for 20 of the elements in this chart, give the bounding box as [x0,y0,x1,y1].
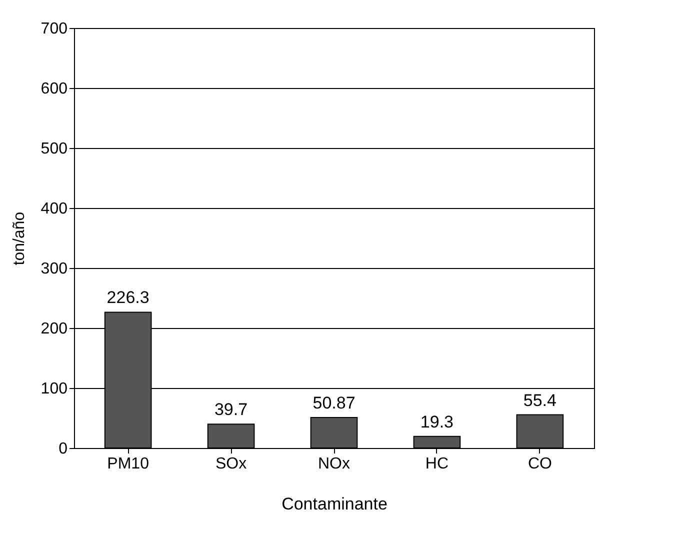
y-tick-label: 100 [40,380,68,398]
x-tick-label: NOx [318,456,350,472]
data-label: 39.7 [214,400,248,420]
y-tick-label: 400 [40,200,68,218]
x-tick-label: SOx [215,456,247,472]
y-tick-label: 200 [40,320,68,338]
x-tick-label: PM10 [107,456,150,472]
y-tick-label: 600 [40,80,68,98]
x-tick-label: CO [528,456,552,472]
y-tick-label: 700 [40,20,68,38]
data-label: 55.4 [523,390,556,410]
y-tick-label: 300 [40,260,68,278]
x-tick-label: HC [425,456,449,472]
data-label: 19.3 [420,412,454,432]
y-tick-label: 0 [58,440,68,458]
x-axis-title: Contaminante [282,494,388,514]
y-tick-label: 500 [40,140,68,158]
y-axis-title: ton/año [10,212,28,266]
data-label: 50.87 [312,393,356,412]
data-label: 226.3 [106,288,150,308]
